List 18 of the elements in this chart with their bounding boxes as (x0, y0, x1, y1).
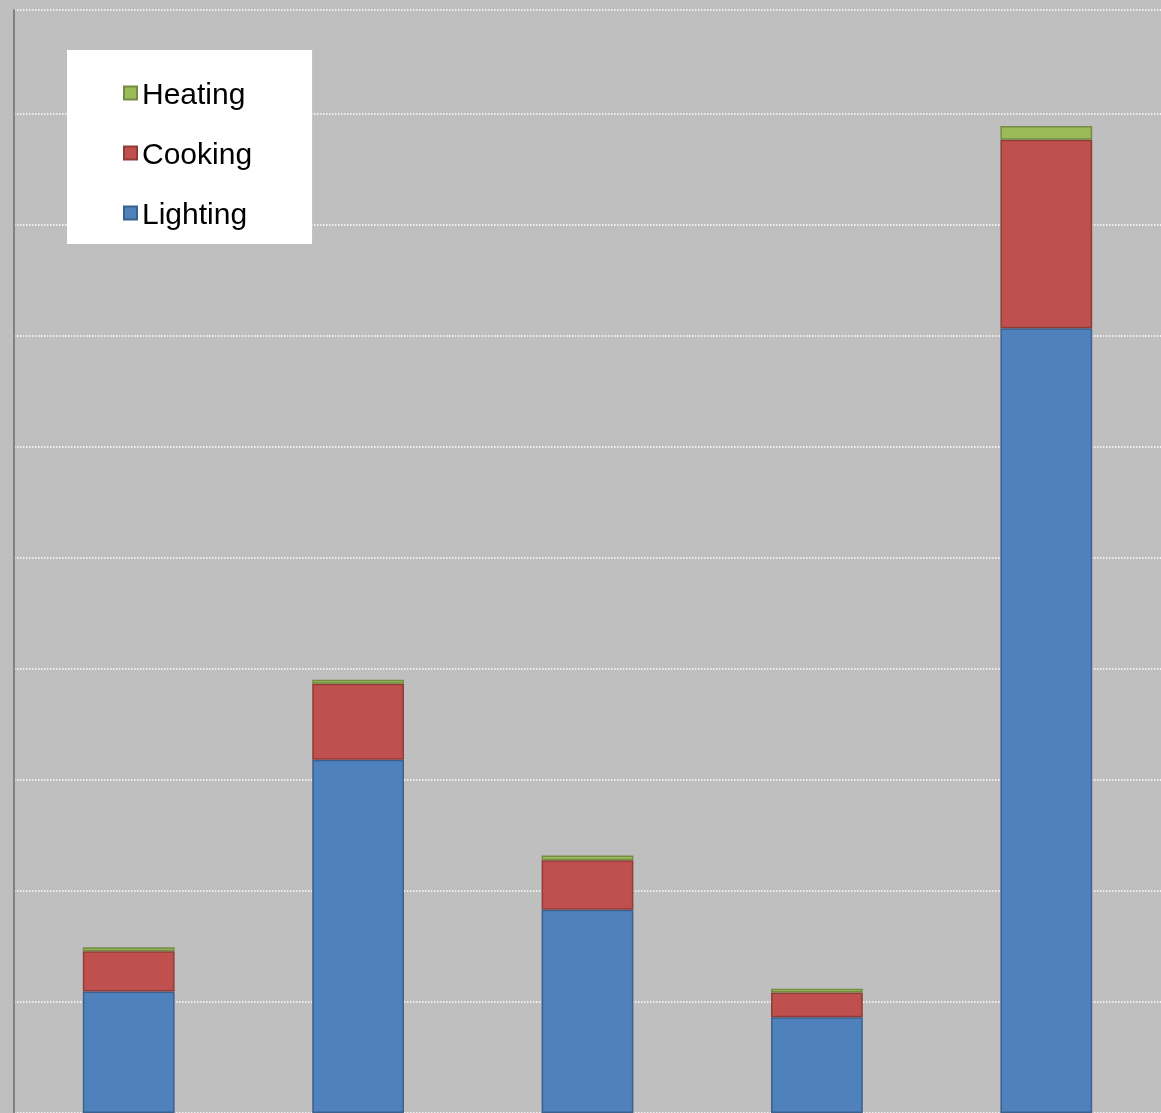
bar (1000, 139, 1093, 329)
bar (82, 991, 175, 1113)
bar (541, 855, 634, 861)
legend-label: Lighting (142, 196, 248, 230)
bar (1000, 125, 1093, 140)
bar (312, 679, 404, 684)
bar (82, 947, 175, 952)
bar (1000, 328, 1093, 1113)
legend-label: Cooking (142, 136, 253, 170)
bar (312, 683, 404, 760)
bar (312, 759, 404, 1113)
bar (541, 860, 634, 910)
legend-label: Heating (142, 76, 246, 110)
bar (541, 909, 634, 1113)
bar (771, 992, 863, 1018)
bar (82, 951, 175, 992)
bar (771, 988, 863, 993)
bar (771, 1017, 863, 1113)
